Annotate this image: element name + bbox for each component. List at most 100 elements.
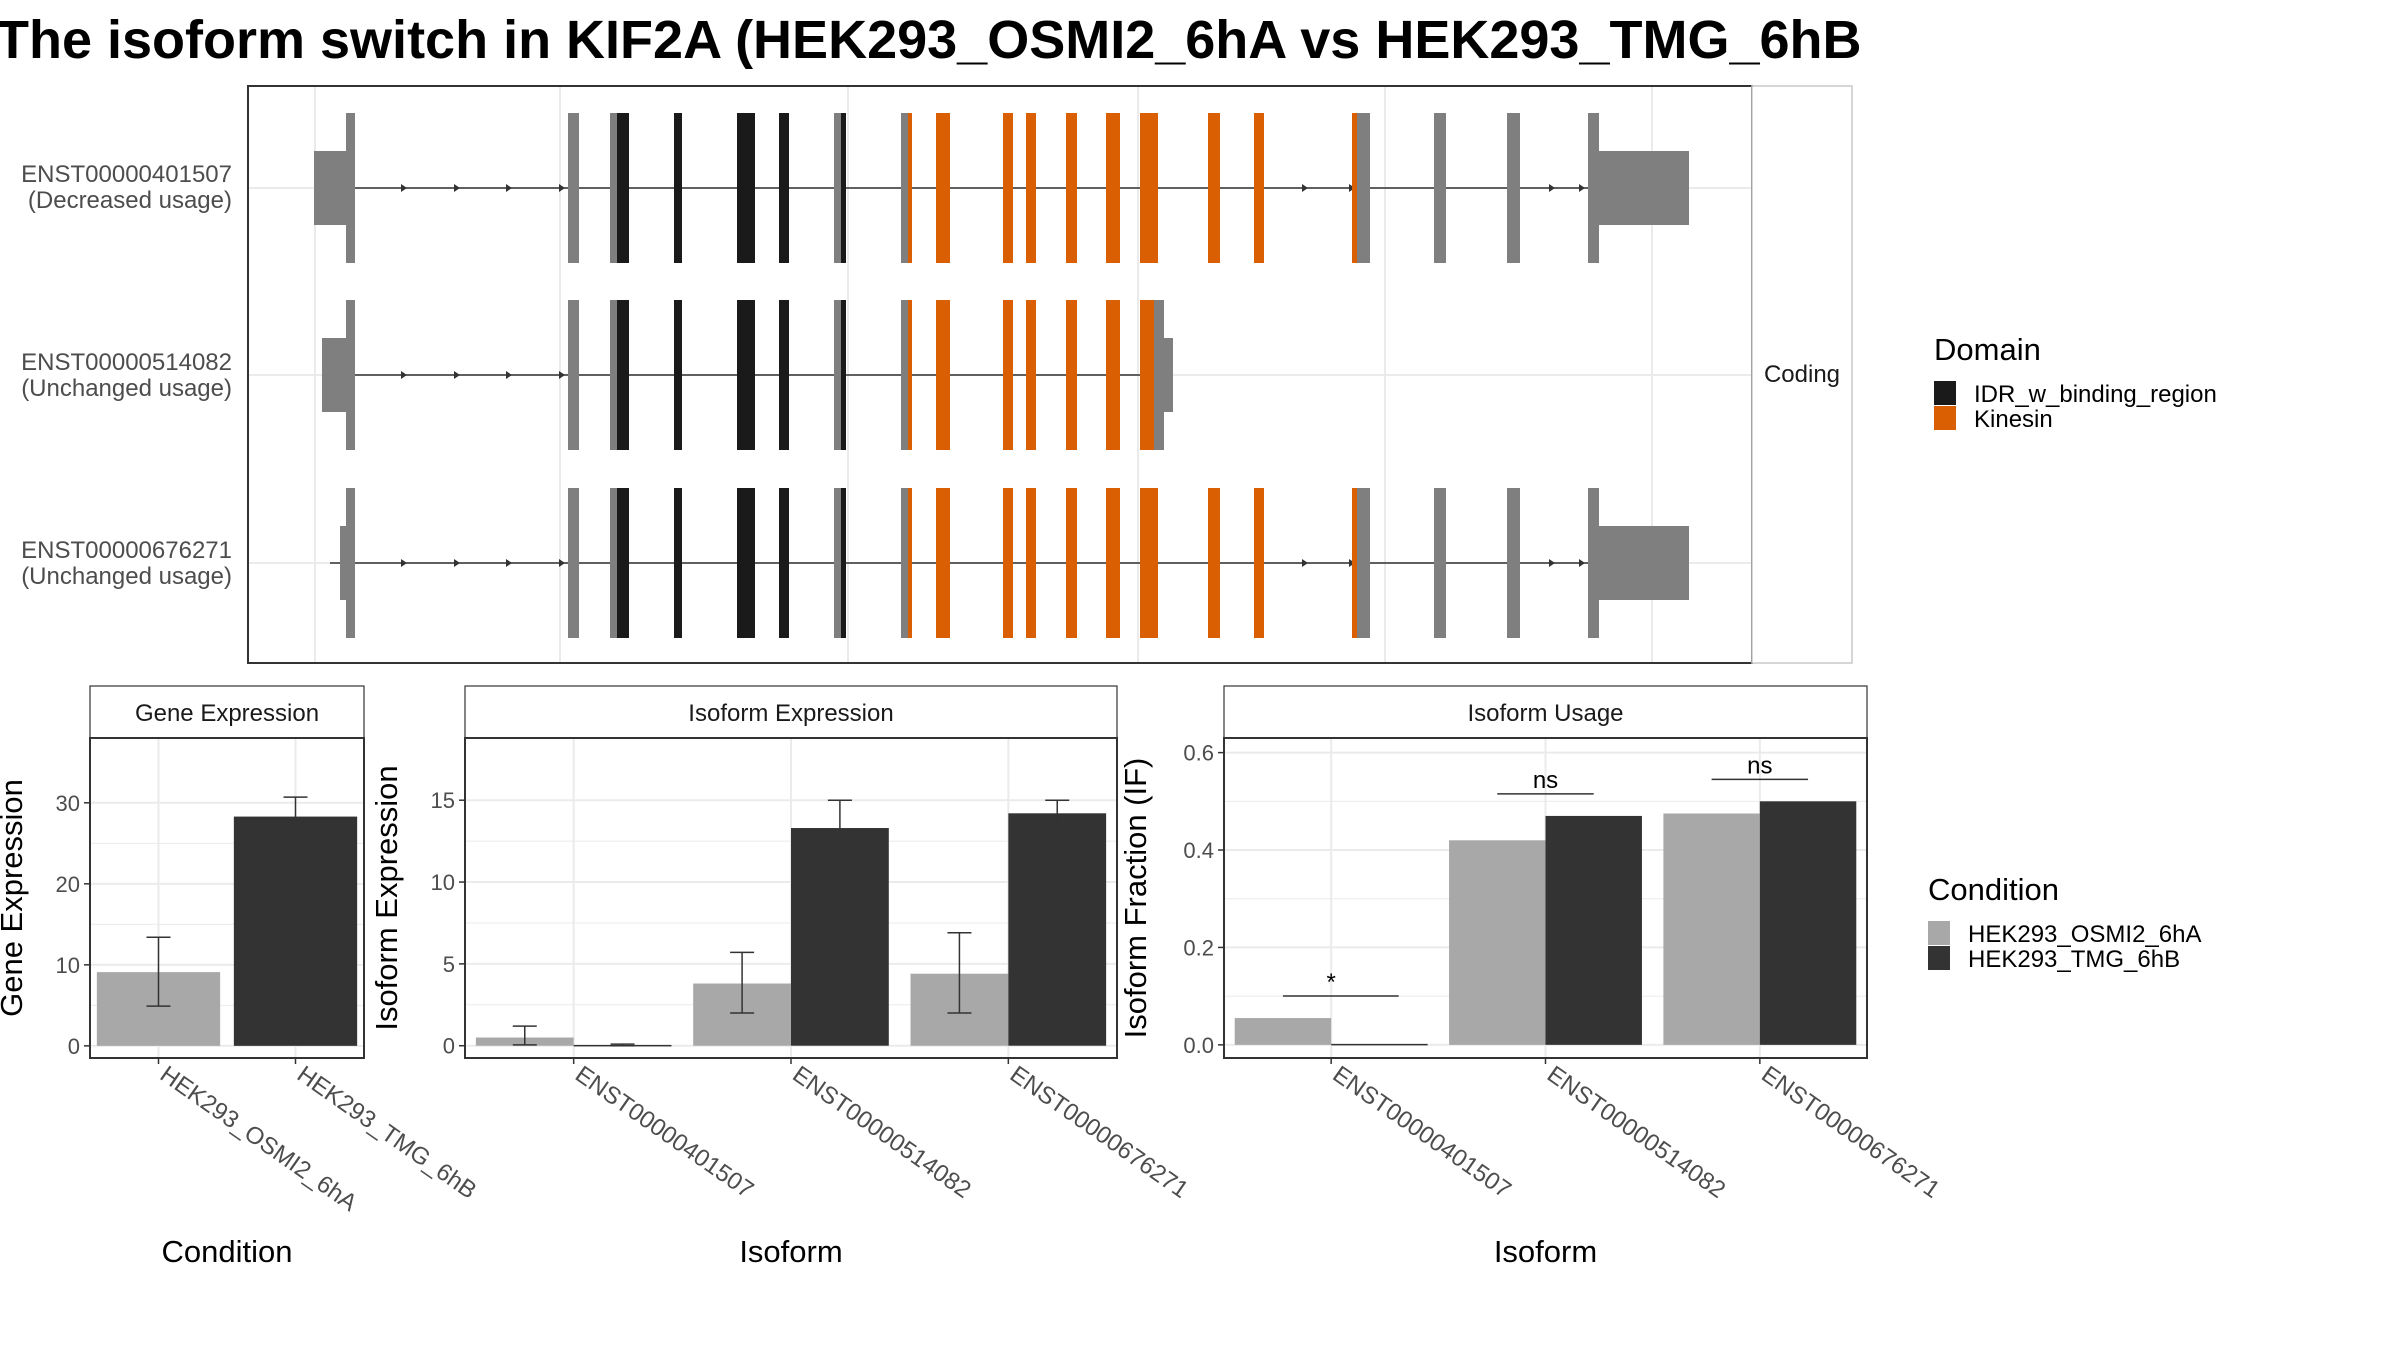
kinesin-domain-exon [1254, 488, 1264, 638]
exon [610, 488, 618, 638]
facet-label: Coding [1764, 361, 1840, 388]
kinesin-domain-exon [1208, 113, 1220, 263]
x-tick-label: ENST00000676271 [1005, 1061, 1193, 1204]
kinesin-domain-exon [1026, 113, 1036, 263]
strand-arrow [1302, 184, 1308, 192]
kinesin-domain-exon [1003, 113, 1013, 263]
facet-strip [1751, 85, 1853, 664]
y-tick-label: 0.4 [1183, 838, 1214, 863]
x-tick-label: ENST00000676271 [1756, 1061, 1944, 1204]
x-axis-title: Isoform [739, 1234, 842, 1269]
y-tick-label: 0.6 [1183, 741, 1214, 766]
exon [346, 488, 355, 638]
idr-domain-exon [841, 488, 846, 638]
exon [901, 488, 908, 638]
domain-legend-title: Domain [1934, 332, 2041, 367]
idr-domain-exon [737, 488, 755, 638]
exon [1588, 113, 1599, 263]
idr-domain-exon [674, 488, 682, 638]
isoform-usage: (Decreased usage) [28, 187, 232, 214]
y-tick-label: 0.2 [1183, 935, 1214, 960]
bar [233, 816, 358, 1046]
exon [1434, 488, 1446, 638]
kinesin-domain-exon [1140, 113, 1158, 263]
kinesin-domain-exon [1066, 488, 1077, 638]
exon [834, 300, 841, 450]
panel-strip-label: Isoform Expression [688, 700, 893, 727]
transcript-row-1 [314, 113, 1689, 263]
exon [1357, 488, 1370, 638]
isoform-id: ENST00000676271 [21, 537, 232, 564]
legend-key-osmi [1928, 921, 1950, 945]
exon [901, 113, 908, 263]
kinesin-domain-exon [1106, 300, 1120, 450]
y-tick-label: 30 [56, 791, 80, 816]
exon [1507, 113, 1520, 263]
idr-domain-exon [779, 113, 789, 263]
y-tick-label: 15 [431, 788, 455, 813]
panel-strip [89, 685, 365, 739]
strand-arrow [1302, 559, 1308, 567]
strand-arrow [1579, 184, 1585, 192]
utr-block [1599, 151, 1689, 225]
kinesin-domain-exon [1026, 300, 1036, 450]
idr-domain-exon [779, 488, 789, 638]
kinesin-domain-exon [1106, 488, 1120, 638]
transcript-row-3 [330, 488, 1689, 638]
strand-arrow [1549, 559, 1555, 567]
kinesin-domain-exon [1208, 488, 1220, 638]
exon [346, 113, 355, 263]
y-tick-label: 10 [56, 953, 80, 978]
strand-arrow [506, 184, 512, 192]
exon [1434, 113, 1446, 263]
bar [1663, 813, 1760, 1045]
bar [1545, 815, 1642, 1045]
kinesin-domain-exon [1066, 113, 1077, 263]
idr-domain-exon [841, 300, 846, 450]
significance-label: ns [1747, 752, 1772, 779]
y-axis-title: Isoform Expression [369, 765, 404, 1030]
panel-border [89, 737, 365, 1059]
strand-arrow [559, 371, 565, 379]
y-tick-label: 0 [443, 1034, 455, 1059]
kinesin-domain-exon [936, 488, 950, 638]
kinesin-domain-exon [1003, 488, 1013, 638]
y-tick-label: 0 [68, 1034, 80, 1059]
utr-block [314, 151, 349, 225]
kinesin-domain-exon [908, 488, 912, 638]
strand-arrow [1579, 559, 1585, 567]
kinesin-domain-exon [1026, 488, 1036, 638]
exon [568, 113, 579, 263]
condition-legend: Condition HEK293_OSMI2_6hA HEK293_TMG_6h… [1928, 872, 2201, 973]
kinesin-domain-exon [1352, 113, 1357, 263]
strand-arrow [506, 371, 512, 379]
panel-strip [1223, 685, 1868, 739]
kinesin-domain-exon [1106, 113, 1120, 263]
exon [834, 113, 841, 263]
isoform-label-2: ENST00000514082 (Unchanged usage) [21, 349, 232, 402]
domain-legend: Domain IDR_w_binding_region Kinesin [1934, 332, 2217, 433]
x-axis-title: Condition [162, 1234, 293, 1269]
strand-arrow [506, 559, 512, 567]
exon [1588, 488, 1599, 638]
bar [1234, 1018, 1332, 1045]
legend-key-tmg [1928, 946, 1950, 970]
isoform-id: ENST00000401507 [21, 161, 232, 188]
exon [568, 488, 579, 638]
bar [1449, 840, 1546, 1045]
idr-domain-exon [617, 300, 629, 450]
kinesin-domain-exon [1066, 300, 1077, 450]
condition-legend-title: Condition [1928, 872, 2059, 907]
strand-arrow [454, 559, 460, 567]
exon [568, 300, 579, 450]
exon [901, 300, 908, 450]
gene-structure-panel: Coding ENST00000401507 (Decreased usage)… [21, 85, 1853, 664]
kinesin-domain-exon [1140, 488, 1158, 638]
legend-label-osmi: HEK293_OSMI2_6hA [1968, 921, 2201, 948]
exon [1154, 300, 1164, 450]
idr-domain-exon [674, 300, 682, 450]
y-tick-label: 10 [431, 870, 455, 895]
legend-label-idr: IDR_w_binding_region [1974, 381, 2217, 408]
structure-content [314, 113, 1689, 638]
